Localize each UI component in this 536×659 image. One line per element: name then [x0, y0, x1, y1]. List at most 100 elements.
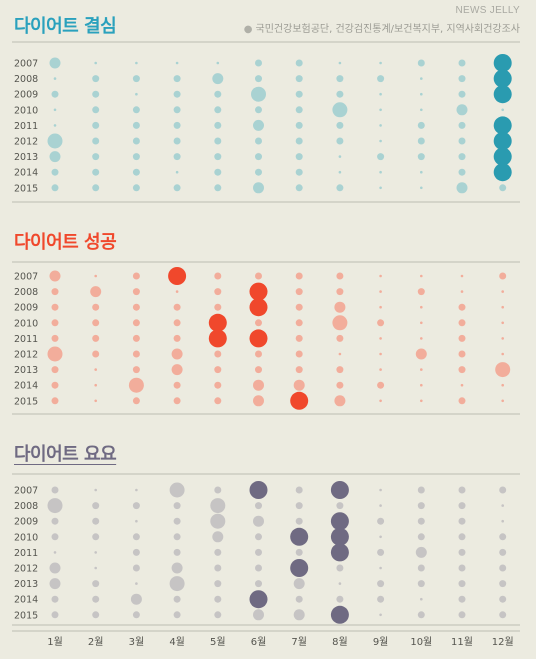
month-label-6: 6월 — [251, 636, 267, 648]
bubble — [49, 562, 61, 574]
year-label-2015: 2015 — [14, 396, 38, 407]
bubble — [171, 348, 183, 360]
bubble — [214, 288, 222, 296]
source-label: 국민건강보험공단, 건강검진통계/보건복지부, 지역사회건강조사 — [255, 24, 520, 35]
bubble — [132, 502, 140, 510]
bubble — [417, 517, 425, 525]
bubble — [253, 119, 264, 131]
bubble — [132, 184, 140, 192]
bubble — [53, 77, 57, 80]
bubble — [208, 313, 227, 332]
bubble — [214, 121, 222, 129]
bubble — [295, 153, 303, 161]
bubble — [214, 137, 222, 145]
month-label-5: 5월 — [210, 636, 226, 648]
bubble — [255, 168, 262, 176]
bubble — [210, 513, 226, 529]
bubble — [175, 290, 179, 293]
month-label-10: 10월 — [410, 636, 432, 648]
bubble — [377, 153, 385, 161]
bubble — [212, 73, 224, 85]
bubble — [214, 153, 222, 161]
month-label-9: 9월 — [373, 636, 389, 648]
bubble — [132, 106, 140, 114]
year-label-2008: 2008 — [14, 501, 38, 512]
month-label-2: 2월 — [88, 636, 104, 648]
bubble — [249, 282, 268, 301]
bubble — [92, 184, 100, 192]
bubble — [51, 366, 59, 374]
bubble — [417, 486, 425, 494]
bubble — [501, 519, 505, 523]
bubble — [173, 106, 181, 114]
bubble — [377, 517, 385, 525]
bubble — [377, 580, 385, 588]
bubble — [499, 486, 507, 494]
bubble — [458, 334, 466, 342]
bubble — [249, 329, 268, 348]
bubble — [255, 533, 262, 541]
bubble — [135, 61, 138, 65]
bubble — [253, 609, 264, 621]
bubble — [420, 92, 423, 96]
bubble — [214, 580, 222, 588]
bubble — [290, 559, 309, 577]
bubble — [458, 121, 466, 129]
bubble — [336, 75, 344, 83]
bubble — [338, 582, 342, 585]
bubble — [499, 580, 507, 588]
bubble — [420, 108, 423, 112]
bubble — [501, 321, 505, 325]
bubble — [175, 170, 179, 174]
bubble — [336, 502, 344, 510]
bubble — [417, 59, 425, 67]
year-label-2014: 2014 — [14, 595, 38, 606]
panel-title-decision: 다이어트 결심 — [14, 16, 117, 37]
bubble — [458, 168, 466, 176]
bubble — [458, 303, 466, 311]
panel-title-success: 다이어트 성공 — [14, 232, 117, 253]
bubble — [208, 329, 227, 348]
bubble — [49, 57, 61, 69]
bubble — [51, 381, 59, 389]
bubble — [295, 184, 303, 192]
bubble — [415, 348, 427, 360]
bubble — [295, 517, 303, 525]
bubble — [417, 288, 425, 296]
bubble — [501, 504, 505, 507]
bubble — [336, 272, 344, 280]
brand-label: NEWS JELLY — [455, 5, 520, 16]
bubble — [173, 121, 181, 129]
bubble — [295, 334, 303, 342]
bubble — [295, 121, 303, 129]
year-label-2010: 2010 — [14, 105, 38, 116]
bubble — [336, 184, 344, 192]
bullet-icon: ● — [243, 24, 253, 35]
bubble — [336, 381, 344, 389]
bubble — [251, 86, 266, 102]
bubble — [458, 59, 466, 67]
bubble — [458, 75, 466, 83]
bubble — [499, 611, 507, 619]
bubble — [92, 106, 100, 114]
bubble — [51, 184, 59, 192]
month-label-8: 8월 — [332, 636, 348, 648]
bubble — [173, 319, 181, 327]
bubble — [169, 576, 185, 592]
bubble — [92, 517, 100, 525]
bubble — [92, 90, 100, 98]
bubble — [379, 613, 382, 617]
bubble — [417, 137, 425, 145]
bubble — [210, 498, 226, 514]
bubble — [379, 124, 382, 127]
bubble — [330, 543, 349, 562]
bubble — [51, 319, 59, 327]
bubble — [493, 147, 512, 166]
year-label-2008: 2008 — [14, 74, 38, 85]
bubble — [51, 517, 59, 525]
bubble — [420, 77, 423, 80]
bubble — [92, 533, 100, 541]
bubble — [336, 334, 344, 342]
bubble — [92, 121, 100, 129]
bubble — [132, 397, 140, 405]
